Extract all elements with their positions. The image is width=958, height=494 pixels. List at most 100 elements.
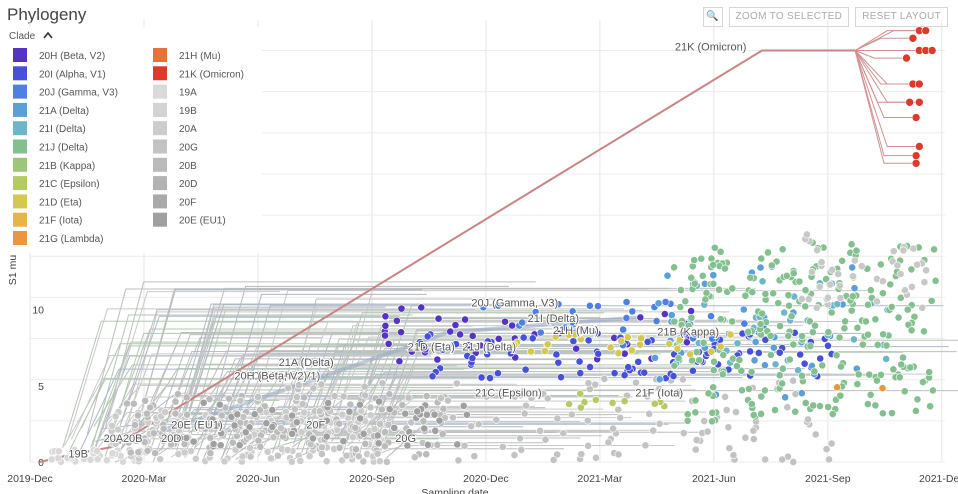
tip-node[interactable] xyxy=(817,258,826,267)
tip-node[interactable] xyxy=(681,329,690,338)
tip-node[interactable] xyxy=(63,454,72,462)
tip-node[interactable] xyxy=(381,331,389,340)
tip-node[interactable] xyxy=(381,312,390,321)
tip-node[interactable] xyxy=(554,300,563,309)
tip-node[interactable] xyxy=(551,332,560,341)
tip-node[interactable] xyxy=(553,414,562,423)
tip-node[interactable] xyxy=(410,453,419,462)
tip-node[interactable] xyxy=(614,450,623,459)
tip-node[interactable] xyxy=(640,368,649,377)
tip-node[interactable] xyxy=(899,246,908,255)
tip-node[interactable] xyxy=(479,303,488,312)
tip-node[interactable] xyxy=(401,409,410,418)
tip-node[interactable] xyxy=(749,411,758,419)
tip-node[interactable] xyxy=(928,386,937,395)
tip-node[interactable] xyxy=(721,392,729,401)
tip-node[interactable] xyxy=(262,419,271,428)
tip-node[interactable] xyxy=(690,256,699,264)
tip-node[interactable] xyxy=(361,391,370,400)
tip-node[interactable] xyxy=(622,314,631,322)
tip-node[interactable] xyxy=(519,333,528,342)
tip-node[interactable] xyxy=(149,429,158,438)
tip-node[interactable] xyxy=(565,400,574,408)
tip-node[interactable] xyxy=(903,305,912,314)
tip-node[interactable] xyxy=(180,448,189,457)
tip-node[interactable] xyxy=(241,428,250,437)
tip-node[interactable] xyxy=(134,448,143,457)
tip-node[interactable] xyxy=(294,381,303,390)
tip-node[interactable] xyxy=(483,337,492,346)
tip-node[interactable] xyxy=(785,301,793,310)
tip-node[interactable] xyxy=(800,359,809,368)
tip-node[interactable] xyxy=(806,342,815,351)
tip-node[interactable] xyxy=(926,402,935,411)
tip-node[interactable] xyxy=(397,328,405,337)
tip-node[interactable] xyxy=(747,367,756,376)
tip-node[interactable] xyxy=(835,281,844,290)
tip-node[interactable] xyxy=(510,341,519,350)
tip-node[interactable] xyxy=(670,263,679,272)
tip-node[interactable] xyxy=(300,408,308,417)
tip-node[interactable] xyxy=(417,340,426,348)
legend-item-label[interactable]: 20H (Beta, V2) xyxy=(39,51,105,62)
tip-node[interactable] xyxy=(356,400,364,409)
tip-node[interactable] xyxy=(215,421,224,430)
tip-node[interactable] xyxy=(620,371,629,380)
tip-node[interactable] xyxy=(300,393,308,402)
tip-node[interactable] xyxy=(318,443,326,452)
tip-node[interactable] xyxy=(610,369,619,378)
tip-node[interactable] xyxy=(769,343,778,352)
tip-node[interactable] xyxy=(784,332,793,340)
tip-node[interactable] xyxy=(908,282,916,291)
tip-node[interactable] xyxy=(878,277,887,286)
tip-node[interactable] xyxy=(818,361,827,370)
tip-node[interactable] xyxy=(913,260,922,269)
tip-node[interactable] xyxy=(370,425,379,433)
tip-node[interactable] xyxy=(837,362,845,371)
tip-node[interactable] xyxy=(183,410,192,419)
tip-node[interactable] xyxy=(206,433,215,442)
tip-node[interactable] xyxy=(836,391,845,400)
tip-node[interactable] xyxy=(205,395,214,403)
tip-node[interactable] xyxy=(862,317,870,326)
tip-node[interactable] xyxy=(896,270,905,278)
tip-node[interactable] xyxy=(215,400,224,409)
tip-node[interactable] xyxy=(470,452,479,461)
tip-node[interactable] xyxy=(199,398,208,407)
tip-node[interactable] xyxy=(683,416,692,425)
tip-node[interactable] xyxy=(811,430,820,439)
tip-node[interactable] xyxy=(381,428,389,437)
tip-node[interactable] xyxy=(216,441,225,450)
legend-item-label[interactable]: 19A xyxy=(179,88,197,99)
tip-node[interactable] xyxy=(796,350,805,359)
tip-node[interactable] xyxy=(836,294,845,302)
tip-node[interactable] xyxy=(376,419,385,428)
tip-node[interactable] xyxy=(182,434,191,442)
tip-node[interactable] xyxy=(576,335,585,344)
tip-node[interactable] xyxy=(498,442,507,451)
tip-node[interactable] xyxy=(873,376,881,385)
tip-node[interactable] xyxy=(709,366,718,375)
tip-node[interactable] xyxy=(686,350,695,359)
tip-node[interactable] xyxy=(878,409,887,418)
tip-node[interactable] xyxy=(767,261,776,270)
legend-item-label[interactable]: 21H (Mu) xyxy=(179,51,221,62)
tip-node[interactable] xyxy=(292,418,301,427)
tip-node[interactable] xyxy=(835,333,844,342)
tip-node[interactable] xyxy=(220,457,229,466)
tip-node[interactable] xyxy=(691,445,700,454)
tip-node[interactable] xyxy=(93,455,102,464)
tip-node[interactable] xyxy=(330,392,339,400)
tip-node[interactable] xyxy=(108,421,117,430)
tip-node[interactable] xyxy=(669,372,678,380)
tip-node[interactable] xyxy=(841,317,850,326)
tip-node[interactable] xyxy=(474,420,483,429)
tip-node[interactable] xyxy=(824,293,832,302)
tip-node[interactable] xyxy=(167,440,175,449)
tip-node[interactable] xyxy=(482,392,491,401)
tip-node[interactable] xyxy=(146,403,155,412)
tip-node[interactable] xyxy=(553,450,562,459)
tip-node[interactable] xyxy=(789,269,798,278)
tip-node[interactable] xyxy=(268,422,277,431)
tip-node[interactable] xyxy=(889,365,898,374)
